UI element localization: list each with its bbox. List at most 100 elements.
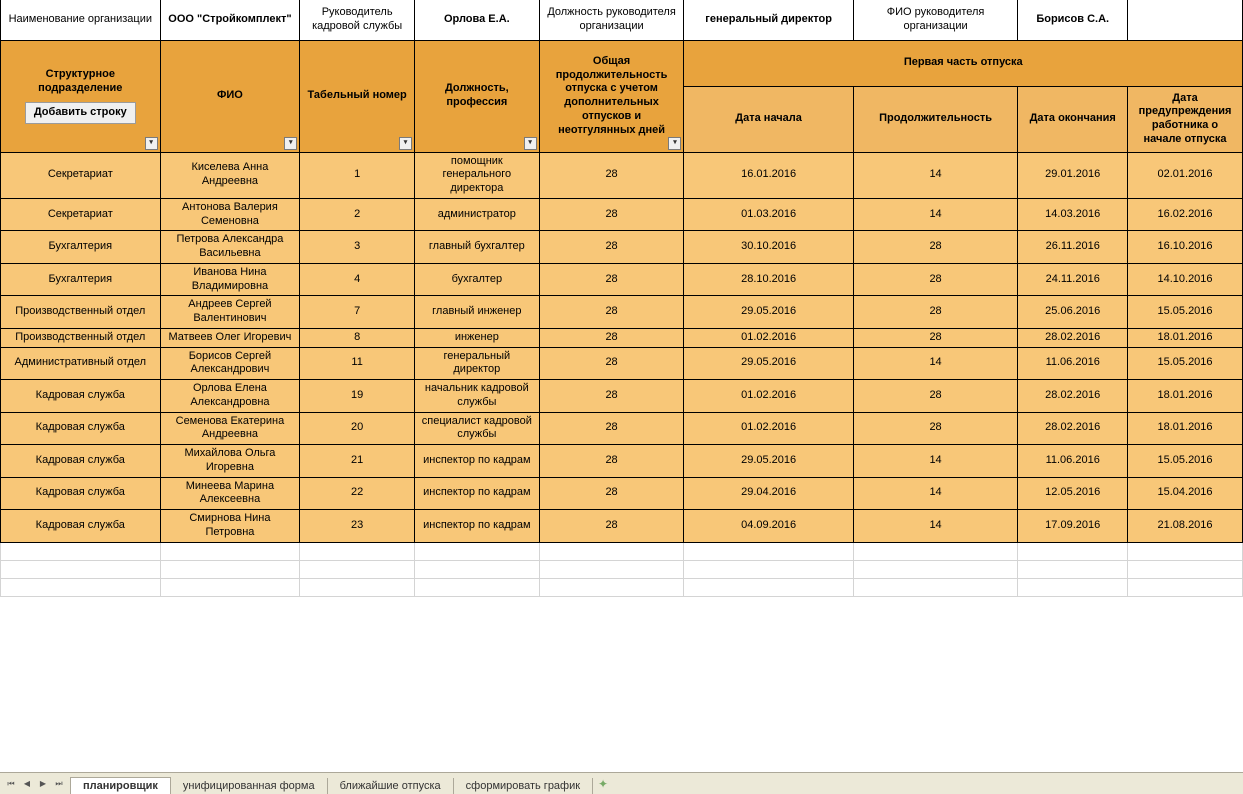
notify-cell[interactable]: 15.04.2016 <box>1128 477 1243 510</box>
pos-cell[interactable]: генеральный директор <box>414 347 539 380</box>
notify-cell[interactable]: 16.02.2016 <box>1128 198 1243 231</box>
dur-cell[interactable]: 28 <box>853 263 1018 296</box>
start-cell[interactable]: 01.02.2016 <box>684 412 853 445</box>
fio-cell[interactable]: Андреев Сергей Валентинович <box>160 296 300 329</box>
empty-row[interactable] <box>1 560 1243 578</box>
pos-cell[interactable]: инженер <box>414 328 539 347</box>
start-cell[interactable]: 01.03.2016 <box>684 198 853 231</box>
num-cell[interactable]: 23 <box>300 510 415 543</box>
dur-cell[interactable]: 28 <box>853 380 1018 413</box>
num-cell[interactable]: 7 <box>300 296 415 329</box>
fio-cell[interactable]: Матвеев Олег Игоревич <box>160 328 300 347</box>
pos-cell[interactable]: специалист кадровой службы <box>414 412 539 445</box>
fio-cell[interactable]: Орлова Елена Александровна <box>160 380 300 413</box>
end-cell[interactable]: 25.06.2016 <box>1018 296 1128 329</box>
add-row-button[interactable]: Добавить строку <box>25 102 136 124</box>
num-cell[interactable]: 3 <box>300 231 415 264</box>
end-cell[interactable]: 28.02.2016 <box>1018 380 1128 413</box>
table-row[interactable]: Кадровая службаМихайлова Ольга Игоревна2… <box>1 445 1243 478</box>
total-cell[interactable]: 28 <box>539 328 684 347</box>
table-row[interactable]: БухгалтерияПетрова Александра Васильевна… <box>1 231 1243 264</box>
total-cell[interactable]: 28 <box>539 445 684 478</box>
fio-cell[interactable]: Борисов Сергей Александрович <box>160 347 300 380</box>
start-cell[interactable]: 16.01.2016 <box>684 152 853 198</box>
col-header-dept[interactable]: Структурное подразделение ▾ Добавить стр… <box>1 40 161 152</box>
num-cell[interactable]: 20 <box>300 412 415 445</box>
end-cell[interactable]: 11.06.2016 <box>1018 347 1128 380</box>
pos-cell[interactable]: бухгалтер <box>414 263 539 296</box>
pos-cell[interactable]: помощник генерального директора <box>414 152 539 198</box>
filter-icon[interactable]: ▾ <box>145 137 158 150</box>
table-row[interactable]: БухгалтерияИванова Нина Владимировна4бух… <box>1 263 1243 296</box>
pos-cell[interactable]: инспектор по кадрам <box>414 510 539 543</box>
table-row[interactable]: СекретариатАнтонова Валерия Семеновна2ад… <box>1 198 1243 231</box>
start-cell[interactable]: 04.09.2016 <box>684 510 853 543</box>
org-head-pos-value[interactable]: генеральный директор <box>684 0 853 40</box>
notify-cell[interactable]: 15.05.2016 <box>1128 445 1243 478</box>
notify-cell[interactable]: 18.01.2016 <box>1128 380 1243 413</box>
notify-cell[interactable]: 16.10.2016 <box>1128 231 1243 264</box>
end-cell[interactable]: 28.02.2016 <box>1018 328 1128 347</box>
fio-cell[interactable]: Минеева Марина Алексеевна <box>160 477 300 510</box>
org-head-name-value[interactable]: Борисов С.А. <box>1018 0 1128 40</box>
num-cell[interactable]: 8 <box>300 328 415 347</box>
dur-cell[interactable]: 14 <box>853 347 1018 380</box>
dept-cell[interactable]: Кадровая служба <box>1 477 161 510</box>
end-cell[interactable]: 28.02.2016 <box>1018 412 1128 445</box>
dept-cell[interactable]: Бухгалтерия <box>1 263 161 296</box>
total-cell[interactable]: 28 <box>539 263 684 296</box>
table-row[interactable]: Производственный отделМатвеев Олег Игоре… <box>1 328 1243 347</box>
start-cell[interactable]: 28.10.2016 <box>684 263 853 296</box>
fio-cell[interactable]: Иванова Нина Владимировна <box>160 263 300 296</box>
total-cell[interactable]: 28 <box>539 380 684 413</box>
table-row[interactable]: Кадровая службаСеменова Екатерина Андрее… <box>1 412 1243 445</box>
start-cell[interactable]: 29.05.2016 <box>684 296 853 329</box>
tab-nav-prev-icon[interactable]: ◀ <box>20 777 34 791</box>
end-cell[interactable]: 24.11.2016 <box>1018 263 1128 296</box>
dept-cell[interactable]: Секретариат <box>1 198 161 231</box>
pos-cell[interactable]: главный инженер <box>414 296 539 329</box>
col-header-position[interactable]: Должность, профессия ▾ <box>414 40 539 152</box>
end-cell[interactable]: 14.03.2016 <box>1018 198 1128 231</box>
dept-cell[interactable]: Кадровая служба <box>1 412 161 445</box>
start-cell[interactable]: 30.10.2016 <box>684 231 853 264</box>
fio-cell[interactable]: Михайлова Ольга Игоревна <box>160 445 300 478</box>
notify-cell[interactable]: 18.01.2016 <box>1128 412 1243 445</box>
pos-cell[interactable]: начальник кадровой службы <box>414 380 539 413</box>
empty-row[interactable] <box>1 578 1243 596</box>
total-cell[interactable]: 28 <box>539 231 684 264</box>
tab-nav-last-icon[interactable]: ⏭ <box>52 777 66 791</box>
filter-icon[interactable]: ▾ <box>668 137 681 150</box>
dur-cell[interactable]: 28 <box>853 296 1018 329</box>
num-cell[interactable]: 21 <box>300 445 415 478</box>
filter-icon[interactable]: ▾ <box>284 137 297 150</box>
notify-cell[interactable]: 14.10.2016 <box>1128 263 1243 296</box>
pos-cell[interactable]: инспектор по кадрам <box>414 445 539 478</box>
dept-cell[interactable]: Производственный отдел <box>1 328 161 347</box>
dur-cell[interactable]: 14 <box>853 152 1018 198</box>
num-cell[interactable]: 1 <box>300 152 415 198</box>
table-row[interactable]: Кадровая службаСмирнова Нина Петровна23и… <box>1 510 1243 543</box>
col-header-num[interactable]: Табельный номер ▾ <box>300 40 415 152</box>
hr-head-value[interactable]: Орлова Е.А. <box>414 0 539 40</box>
notify-cell[interactable]: 15.05.2016 <box>1128 296 1243 329</box>
fio-cell[interactable]: Семенова Екатерина Андреевна <box>160 412 300 445</box>
start-cell[interactable]: 01.02.2016 <box>684 380 853 413</box>
notify-cell[interactable]: 02.01.2016 <box>1128 152 1243 198</box>
org-name-value[interactable]: ООО "Стройкомплект" <box>160 0 300 40</box>
notify-cell[interactable]: 15.05.2016 <box>1128 347 1243 380</box>
start-cell[interactable]: 29.05.2016 <box>684 445 853 478</box>
fio-cell[interactable]: Петрова Александра Васильевна <box>160 231 300 264</box>
end-cell[interactable]: 11.06.2016 <box>1018 445 1128 478</box>
table-row[interactable]: СекретариатКиселева Анна Андреевна1помощ… <box>1 152 1243 198</box>
filter-icon[interactable]: ▾ <box>524 137 537 150</box>
num-cell[interactable]: 22 <box>300 477 415 510</box>
col-header-total[interactable]: Общая продолжительность отпуска с учетом… <box>539 40 684 152</box>
start-cell[interactable]: 29.05.2016 <box>684 347 853 380</box>
pos-cell[interactable]: администратор <box>414 198 539 231</box>
new-sheet-icon[interactable]: ✦ <box>593 777 613 791</box>
total-cell[interactable]: 28 <box>539 152 684 198</box>
end-cell[interactable]: 17.09.2016 <box>1018 510 1128 543</box>
dur-cell[interactable]: 28 <box>853 231 1018 264</box>
start-cell[interactable]: 01.02.2016 <box>684 328 853 347</box>
